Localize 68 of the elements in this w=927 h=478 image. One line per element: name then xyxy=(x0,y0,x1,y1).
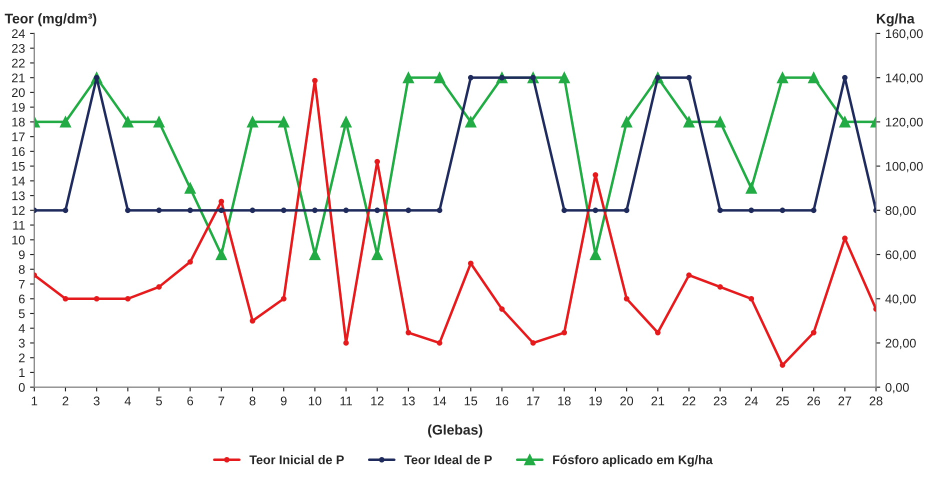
x-tick-label: 12 xyxy=(371,396,384,406)
x-tick-label: 4 xyxy=(124,396,131,406)
x-tick-label: 10 xyxy=(308,396,322,406)
y-tick-label: 13 xyxy=(12,191,25,200)
y2-tick-label: 20,00 xyxy=(886,338,916,350)
x-tick-label: 20 xyxy=(620,396,634,406)
x-tick-label: 19 xyxy=(589,396,602,406)
y-tick-label: 12 xyxy=(12,206,25,215)
x-tick-label: 15 xyxy=(464,396,478,406)
legend-label: Teor Inicial de P xyxy=(249,455,344,464)
x-tick-label: 24 xyxy=(744,396,758,406)
y-tick-label: 18 xyxy=(12,118,25,127)
y-tick-label: 23 xyxy=(12,44,25,53)
x-tick-label: 5 xyxy=(156,396,162,406)
y-tick-label: 24 xyxy=(12,29,25,38)
y-tick-label: 0 xyxy=(18,382,25,392)
y-tick-label: 7 xyxy=(18,280,25,289)
x-tick-label: 22 xyxy=(682,396,696,406)
y-tick-label: 10 xyxy=(12,236,25,244)
legend-label: Fósforo aplicado em Kg/ha xyxy=(553,454,713,467)
y2-tick-label: 60,00 xyxy=(886,250,916,261)
y-tick-label: 2 xyxy=(18,354,25,362)
x-tick-label: 1 xyxy=(32,396,38,406)
x-tick-label: 23 xyxy=(714,396,727,406)
x-tick-label: 27 xyxy=(838,396,852,406)
x-tick-label: 3 xyxy=(94,396,100,406)
x-tick-label: 17 xyxy=(527,396,540,406)
y-tick-label: 1 xyxy=(19,368,25,377)
x-tick-label: 16 xyxy=(496,396,508,406)
x-tick-label: 11 xyxy=(340,396,352,406)
y-tick-label: 11 xyxy=(13,220,25,230)
x-axis-title: (Glebas) xyxy=(428,424,482,438)
y-tick-label: 8 xyxy=(18,265,25,274)
x-tick-label: 26 xyxy=(807,396,820,406)
y2-tick-label: 160,00 xyxy=(886,29,923,40)
y-tick-label: 17 xyxy=(12,132,25,142)
y2-tick-label: 80,00 xyxy=(886,206,916,216)
x-tick-label: 14 xyxy=(434,396,446,406)
y-axis-title: Teor (mg/dm³) xyxy=(4,13,96,26)
y-tick-label: 19 xyxy=(12,102,25,112)
legend-label: Teor Ideal de P xyxy=(404,455,492,464)
y-tick-label: 6 xyxy=(18,294,25,304)
y-tick-label: 4 xyxy=(18,324,25,333)
y-tick-label: 20 xyxy=(12,88,25,98)
y-tick-label: 14 xyxy=(12,176,25,186)
x-tick-label: 2 xyxy=(62,396,68,406)
x-tick-label: 21 xyxy=(651,396,664,406)
x-tick-label: 8 xyxy=(250,396,256,406)
y-tick-label: 9 xyxy=(18,250,25,260)
y2-tick-label: 0,00 xyxy=(886,382,909,394)
x-tick-label: 13 xyxy=(402,396,415,406)
x-tick-label: 28 xyxy=(870,396,882,406)
y-tick-label: 16 xyxy=(12,147,25,156)
y2-tick-label: 140,00 xyxy=(886,73,923,84)
y-tick-label: 22 xyxy=(12,58,25,68)
x-tick-label: 9 xyxy=(280,396,287,406)
y-tick-label: 21 xyxy=(12,73,25,82)
y2-tick-label: 100,00 xyxy=(886,162,923,172)
y-tick-label: 5 xyxy=(18,309,25,318)
y2-axis-title: Kg/ha xyxy=(876,13,915,26)
x-tick-label: 25 xyxy=(776,396,789,406)
x-tick-label: 7 xyxy=(218,396,224,406)
x-tick-label: 18 xyxy=(558,396,571,406)
x-tick-label: 6 xyxy=(187,396,194,406)
y-tick-label: 3 xyxy=(18,338,25,348)
y2-tick-label: 40,00 xyxy=(885,294,916,305)
y-tick-label: 15 xyxy=(12,162,25,171)
y2-tick-label: 120,00 xyxy=(886,118,923,128)
